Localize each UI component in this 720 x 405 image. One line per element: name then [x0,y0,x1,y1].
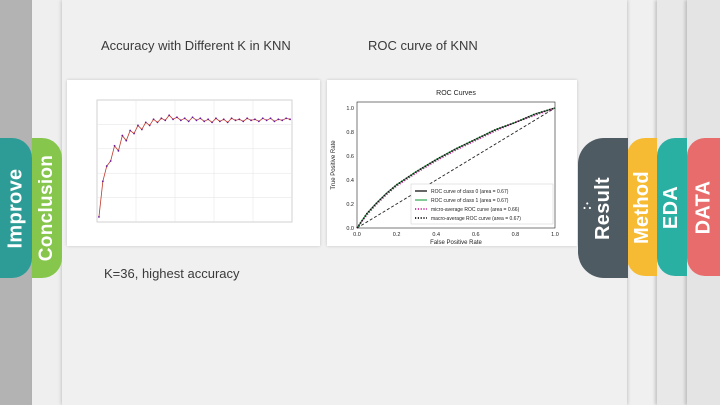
knn-accuracy-point [207,118,210,121]
roc-x-axis-label: False Positive Rate [430,240,482,246]
knn-accuracy-point [230,117,233,120]
knn-accuracy-point [164,119,167,122]
knn-accuracy-point [144,121,147,124]
roc-chart-image: ROC Curves 0.0 0.2 0.4 0.6 0.8 1.0 0.0 0.2 0.4 0.6… [327,80,577,246]
tab-method[interactable]: Method [627,138,657,276]
caption-best-k: K=36, highest accuracy [104,266,240,281]
knn-accuracy-point [215,117,217,120]
roc-y-tick-label: 0.6 [346,154,354,160]
knn-accuracy-point [281,119,284,122]
knn-accuracy-point [265,119,268,122]
knn-accuracy-point [199,117,202,120]
knn-accuracy-point [242,120,245,123]
tab-eda[interactable]: EDA [657,138,687,276]
knn-accuracy-point [183,117,186,120]
knn-accuracy-point [101,180,104,183]
knn-accuracy-point [156,121,159,124]
knn-accuracy-point [238,118,241,121]
knn-accuracy-point [289,118,291,121]
knn-accuracy-point [273,120,276,123]
knn-accuracy-point [125,139,128,142]
knn-accuracy-point [172,118,174,121]
knn-accuracy-point [113,144,116,147]
knn-accuracy-point [222,118,225,121]
knn-accuracy-point [160,117,163,120]
roc-y-tick-label: 0.2 [346,202,354,208]
knn-accuracy-point [226,121,229,124]
roc-y-tick-label: 1.0 [346,106,354,112]
roc-x-tick-label: 0.2 [393,232,401,238]
knn-accuracy-point [211,121,213,124]
tab-improve[interactable]: Improve [0,138,32,278]
tab-result-label: Result [591,176,614,240]
knn-accuracy-point [133,132,135,135]
tab-data-label: DATA [692,180,714,234]
knn-accuracy-point [250,119,252,122]
roc-y-axis-label: True Positive Rate [331,140,337,190]
knn-accuracy-point [168,114,171,117]
roc-y-tick-label: 0.8 [346,130,354,136]
knn-accuracy-point [285,117,288,120]
roc-x-tick-label: 0.6 [472,232,480,238]
roc-chart-title: ROC Curves [436,90,476,97]
roc-chart: ROC Curves 0.0 0.2 0.4 0.6 0.8 1.0 0.0 0.2 0.4 0.6… [331,90,559,246]
knn-accuracy-point [137,124,139,127]
knn-accuracy-point [129,129,132,132]
knn-accuracy-point [254,118,256,121]
roc-chance-line [356,107,556,229]
knn-accuracy-point [109,160,112,162]
roc-legend-label: ROC curve of class 1 (area = 0.67) [431,198,509,204]
roc-legend-box [410,183,554,225]
tab-conclusion-label: Conclusion [36,154,58,262]
tab-result[interactable]: ⛬ Result [578,138,628,278]
roc-y-tick-label: 0.4 [346,178,354,184]
knn-accuracy-point [257,120,260,123]
tab-method-label: Method [630,170,653,244]
knn-accuracy-point [152,118,155,121]
tab-eda-label: EDA [660,185,683,229]
knn-accuracy-point [117,149,120,152]
roc-x-tick-label: 0.0 [353,232,361,238]
roc-x-tick-label: 0.8 [512,232,520,238]
knn-accuracy-point [203,120,206,123]
result-icon: ⛬ [583,198,592,212]
knn-accuracy-point [121,134,124,137]
knn-accuracy-point [105,165,108,167]
knn-accuracy-point [269,117,272,120]
knn-accuracy-title: Accuracy with Different K in KNN [101,38,291,53]
roc-legend-label: ROC curve of class 0 (area = 0.67) [431,189,509,195]
knn-accuracy-point [187,120,190,123]
knn-accuracy-point [191,116,194,119]
roc-series-line-3 [356,107,556,229]
tab-improve-label: Improve [4,168,27,248]
roc-y-tick-label: 0.0 [346,226,354,232]
knn-accuracy-point [179,119,182,122]
knn-accuracy-chart [96,99,293,223]
tab-data[interactable]: DATA [687,138,720,276]
knn-accuracy-point [140,128,143,131]
knn-accuracy-point [195,119,198,122]
knn-accuracy-point [98,216,100,218]
knn-accuracy-chart-image [67,80,320,246]
roc-legend-label: micro-average ROC curve (area = 0.66) [431,207,520,213]
roc-x-tick-label: 1.0 [551,232,559,238]
roc-title: ROC curve of KNN [368,38,478,53]
knn-accuracy-point [234,119,237,122]
knn-accuracy-point [246,117,249,120]
roc-series-line-2 [356,107,556,229]
knn-accuracy-line [98,114,291,217]
roc-x-tick-label: 0.4 [432,232,440,238]
knn-accuracy-point [261,117,264,120]
knn-accuracy-point [277,118,280,121]
roc-legend-label: macro-average ROC curve (area = 0.67) [431,216,521,222]
knn-accuracy-point [218,120,221,123]
knn-accuracy-point [148,124,151,127]
knn-accuracy-point [176,116,178,119]
tab-conclusion[interactable]: Conclusion [32,138,62,278]
